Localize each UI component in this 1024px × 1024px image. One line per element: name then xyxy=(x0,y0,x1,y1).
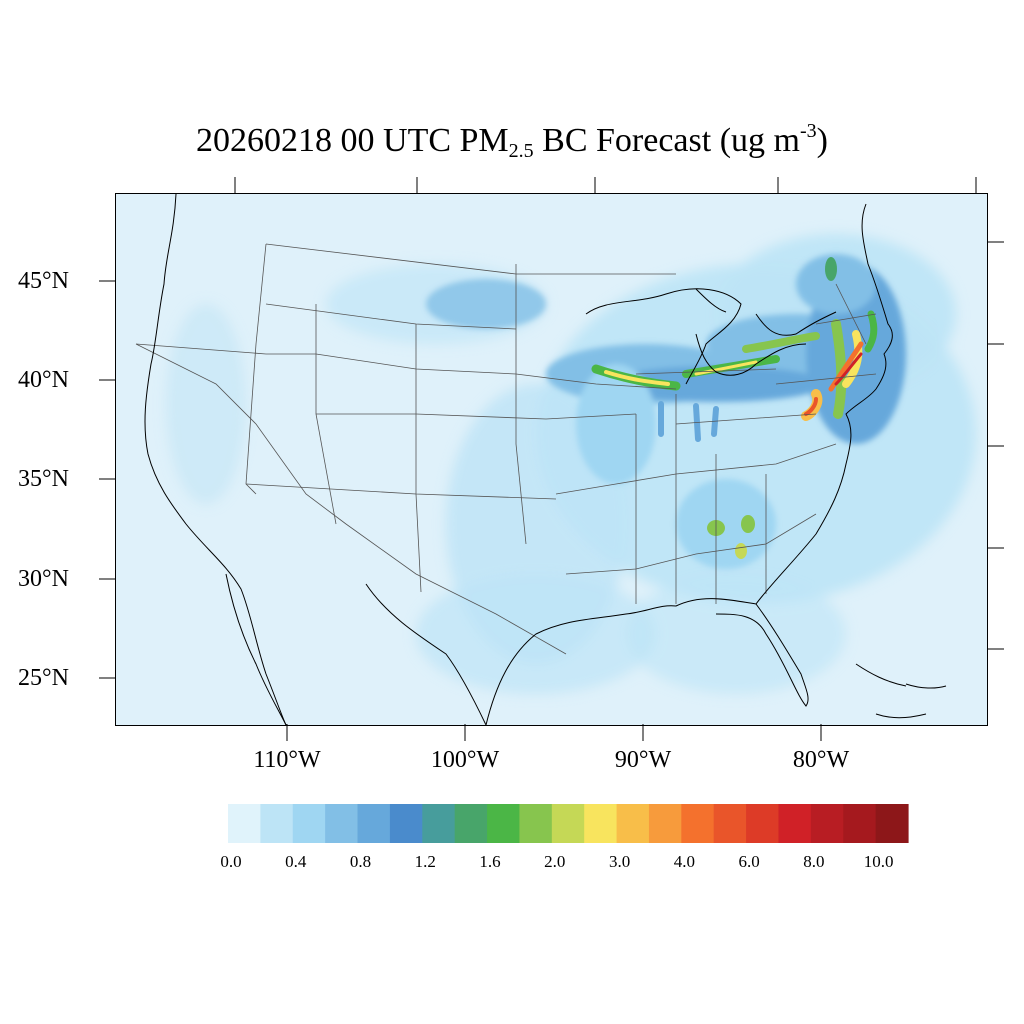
colorbar-swatch xyxy=(357,804,391,843)
colorbar-swatch xyxy=(325,804,359,843)
colorbar-swatches xyxy=(228,804,909,843)
lat-label-45n: 45°N xyxy=(18,268,69,294)
colorbar-swatch xyxy=(292,804,326,843)
title-text-mid: BC Forecast (ug m xyxy=(533,122,800,159)
colorbar-swatch xyxy=(551,804,585,843)
title-superscript: -3 xyxy=(799,120,817,142)
colorbar-swatch xyxy=(487,804,521,843)
coastlines xyxy=(144,194,947,725)
title-subscript: 2.5 xyxy=(508,140,534,162)
title-text-end: ) xyxy=(816,122,828,159)
colorbar-label: 0.4 xyxy=(285,852,307,871)
concentration-map xyxy=(116,194,987,725)
title-text: 20260218 00 UTC PM xyxy=(196,122,509,159)
colorbar-label: 0.8 xyxy=(349,852,372,871)
colorbar-label: 4.0 xyxy=(673,852,695,871)
colorbar-swatch xyxy=(389,804,423,843)
colorbar-swatch xyxy=(746,804,780,843)
lon-label-100w: 100°W xyxy=(430,747,500,773)
colorbar-swatch xyxy=(648,804,682,843)
lat-label-25n: 25°N xyxy=(18,665,69,691)
colorbar-swatch xyxy=(454,804,488,843)
colorbar-swatch xyxy=(422,804,456,843)
lat-label-40n: 40°N xyxy=(18,367,69,393)
high-concentration-bands xyxy=(591,257,878,559)
boundaries xyxy=(135,243,877,655)
colorbar-label: 1.2 xyxy=(414,852,436,871)
colorbar-label: 1.6 xyxy=(479,852,501,871)
colorbar-label: 6.0 xyxy=(738,852,760,871)
colorbar-swatch xyxy=(713,804,747,843)
colorbar-swatch xyxy=(875,804,909,843)
colorbar-label: 8.0 xyxy=(803,852,825,871)
lat-label-35n: 35°N xyxy=(18,466,69,492)
colorbar-swatch xyxy=(778,804,812,843)
colorbar-swatch xyxy=(616,804,650,843)
colorbar-swatch xyxy=(584,804,618,843)
colorbar-swatch xyxy=(260,804,294,843)
colorbar-swatch xyxy=(810,804,844,843)
colorbar-label: 3.0 xyxy=(608,852,631,871)
colorbar-swatch xyxy=(843,804,877,843)
map-plot-area xyxy=(116,194,987,725)
colorbar-swatch xyxy=(228,804,261,843)
colorbar-swatch xyxy=(681,804,715,843)
lon-label-80w: 80°W xyxy=(792,747,850,773)
lon-label-90w: 90°W xyxy=(614,747,672,773)
lon-label-110w: 110°W xyxy=(253,747,321,773)
colorbar-label: 0.0 xyxy=(220,852,242,871)
colorbar-label: 2.0 xyxy=(544,852,566,871)
map-title: 20260218 00 UTC PM2.5 BC Forecast (ug m-… xyxy=(0,118,1024,164)
colorbar-label: 10.0 xyxy=(863,852,894,871)
lat-label-30n: 30°N xyxy=(18,566,69,592)
colorbar-swatch xyxy=(519,804,553,843)
